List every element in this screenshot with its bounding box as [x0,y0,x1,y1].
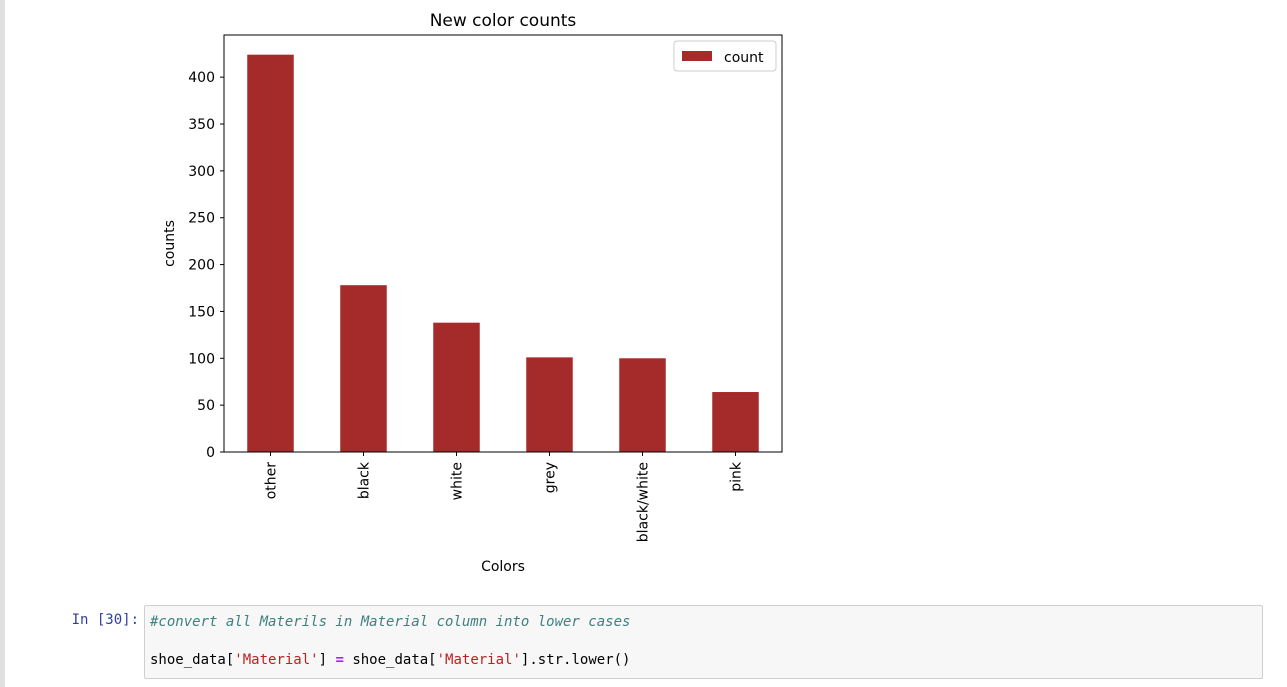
y-tick-label: 350 [188,117,215,133]
code-cell[interactable]: In [30]: #convert all Materils in Materi… [0,600,1287,687]
bar-chart: 0 50 100 150 200 250 300 350 400 other black white… [162,11,783,575]
chart-title: New color counts [430,11,577,31]
x-ticks-group: other black white grey black/white pink [264,452,745,542]
legend-label: count [724,50,764,66]
x-tick-label: black/white [636,462,652,542]
bar-black-white [619,358,666,452]
bar-grey [526,357,573,452]
bars-group [247,54,759,452]
code-string: 'Material' [234,652,319,668]
x-tick-label: black [357,461,373,499]
code-line-2: shoe_data['Material'] = shoe_data['Mater… [150,652,630,668]
y-tick-label: 0 [206,445,215,461]
x-tick-label: other [264,462,280,500]
code-token: shoe_data[ [150,652,235,668]
cell-output: 0 50 100 150 200 250 300 350 400 other black white… [140,0,820,585]
bar-pink [712,392,759,452]
y-ticks-group: 0 50 100 150 200 250 300 350 400 [188,70,224,461]
bar-black [340,285,387,452]
code-token: ].str.lower() [520,652,631,668]
legend: count [673,40,777,72]
code-string: 'Material' [436,652,521,668]
code-token: ] [318,652,336,668]
y-tick-label: 150 [188,304,215,320]
notebook-left-strip [0,0,5,687]
y-tick-label: 250 [188,211,215,227]
x-tick-label: white [450,462,466,500]
code-token: shoe_data[ [343,652,437,668]
x-tick-label: pink [729,461,745,492]
bar-white [433,322,480,452]
y-tick-label: 50 [197,398,215,414]
y-tick-label: 300 [188,164,215,180]
y-tick-label: 100 [188,351,215,367]
y-tick-label: 200 [188,258,215,274]
x-tick-label: grey [543,462,559,493]
code-comment: #convert all Materils in Material column… [150,614,631,630]
legend-swatch [682,51,712,61]
legend-box [673,40,777,72]
code-line-1: #convert all Materils in Material column… [150,614,630,630]
bar-other [247,54,294,452]
y-axis-label: counts [162,220,178,267]
code-operator: = [335,652,344,668]
cell-prompt: In [30]: [71,612,139,628]
plot-frame [223,34,783,453]
code-input[interactable]: #convert all Materils in Material column… [144,605,1263,679]
x-axis-label: Colors [481,559,525,575]
y-tick-label: 400 [188,70,215,86]
